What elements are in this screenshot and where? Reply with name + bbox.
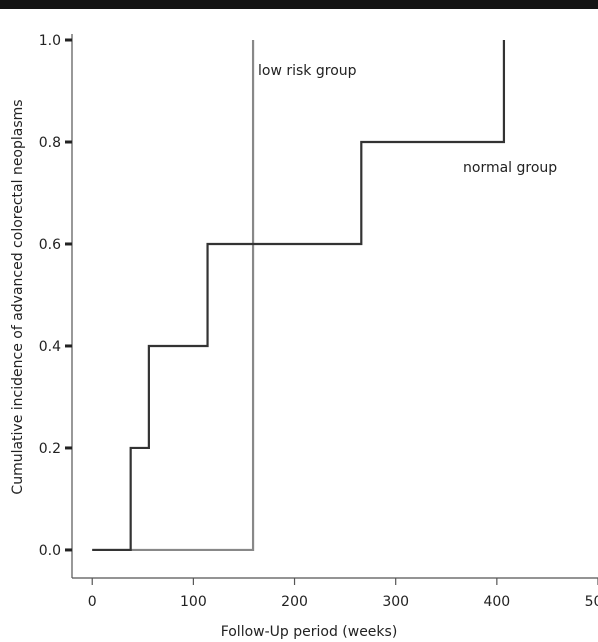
series-line-normal-group bbox=[92, 40, 506, 552]
axes: 0.0 0.2 0.4 0.6 0.8 1.0 0 100 200 300 400 500 bbox=[39, 33, 598, 610]
y-tick-label: 0.8 bbox=[39, 135, 61, 151]
y-tick-label: 0.0 bbox=[39, 543, 61, 559]
x-tick-label: 500 bbox=[585, 594, 598, 610]
y-tick-label: 0.2 bbox=[39, 441, 61, 457]
x-tick-label: 0 bbox=[88, 594, 97, 610]
y-axis-title: Cumulative incidence of advanced colorec… bbox=[10, 99, 26, 494]
annotation-normal-group: normal group bbox=[463, 160, 557, 176]
x-axis-title: Follow-Up period (weeks) bbox=[221, 624, 398, 640]
x-tick-label: 400 bbox=[483, 594, 510, 610]
series-line-low-risk-group bbox=[92, 40, 255, 552]
annotation-low-risk-group: low risk group bbox=[258, 63, 357, 79]
y-tick-label: 1.0 bbox=[39, 33, 61, 49]
y-tick-label: 0.6 bbox=[39, 237, 61, 253]
top-border-bar bbox=[0, 0, 598, 9]
x-tick-label: 300 bbox=[382, 594, 409, 610]
labels-layer: Follow-Up period (weeks) Cumulative incid… bbox=[10, 63, 557, 640]
x-tick-label: 200 bbox=[281, 594, 308, 610]
y-tick-label: 0.4 bbox=[39, 339, 61, 355]
series-layer bbox=[92, 40, 506, 552]
x-tick-label: 100 bbox=[180, 594, 207, 610]
